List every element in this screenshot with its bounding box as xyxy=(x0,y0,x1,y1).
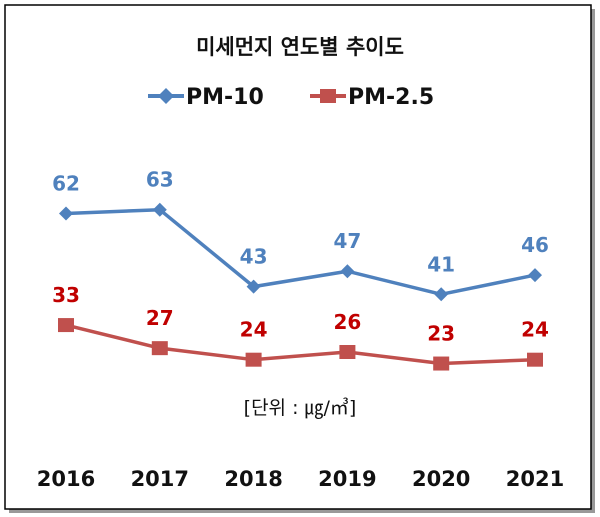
frame xyxy=(4,4,592,510)
data-label-pm10-2016: 62 xyxy=(52,172,80,196)
line-pm25 xyxy=(65,323,536,366)
series-pm10: 62 63 43 47 41 46 xyxy=(52,168,549,302)
marker-pm10-2016 xyxy=(59,206,73,221)
marker-pm10-2018 xyxy=(246,279,261,294)
chart-title: 미세먼지 연도별 추이도 xyxy=(196,35,404,59)
marker-pm10-2019 xyxy=(340,264,355,279)
data-label-pm10-2020: 41 xyxy=(427,252,455,276)
marker-pm25-2018 xyxy=(245,352,262,367)
marker-pm10-2020 xyxy=(434,287,449,302)
legend-marker-pm25 xyxy=(320,89,336,103)
unit-label: [단위 : ㎍/㎥] xyxy=(244,397,357,419)
marker-pm25-2019 xyxy=(339,345,356,359)
marker-pm25-2017 xyxy=(151,341,168,356)
data-label-pm25-2021: 24 xyxy=(521,318,549,342)
data-label-pm25-2017: 27 xyxy=(146,306,174,330)
data-label-pm10-2019: 47 xyxy=(333,229,361,253)
data-label-pm10-2017: 63 xyxy=(146,168,174,192)
data-label-pm25-2020: 23 xyxy=(427,322,455,346)
data-label-pm25-2019: 26 xyxy=(333,310,361,334)
marker-pm10-2017 xyxy=(152,202,167,217)
series-pm25: 33 27 24 26 23 24 xyxy=(52,283,549,371)
data-label-pm25-2018: 24 xyxy=(240,318,268,342)
x-tick-label-2020: 2020 xyxy=(412,467,470,491)
marker-pm25-2016 xyxy=(58,318,74,333)
x-tick-label-2017: 2017 xyxy=(131,467,189,491)
legend-label-pm25: PM-2.5 xyxy=(348,85,434,110)
x-axis-labels: 2016 2017 2018 2019 2020 2021 xyxy=(37,467,564,491)
marker-pm25-2021 xyxy=(527,352,543,367)
legend: PM-10 PM-2.5 xyxy=(148,85,434,110)
x-tick-label-2019: 2019 xyxy=(318,467,376,491)
data-label-pm10-2018: 43 xyxy=(240,245,268,269)
x-tick-label-2018: 2018 xyxy=(224,467,282,491)
marker-pm10-2021 xyxy=(528,268,542,283)
marker-pm25-2020 xyxy=(433,356,450,371)
x-tick-label-2021: 2021 xyxy=(506,467,564,491)
x-tick-label-2016: 2016 xyxy=(37,467,95,491)
line-pm10 xyxy=(65,207,536,297)
data-label-pm25-2016: 33 xyxy=(52,283,80,307)
legend-item-pm10: PM-10 xyxy=(148,85,264,110)
legend-marker-pm10 xyxy=(158,88,174,104)
legend-label-pm10: PM-10 xyxy=(186,85,264,110)
plot-area: 62 63 43 47 41 46 33 27 24 26 23 24 xyxy=(52,168,549,371)
legend-item-pm25: PM-2.5 xyxy=(310,85,434,110)
data-label-pm10-2021: 46 xyxy=(521,233,549,257)
